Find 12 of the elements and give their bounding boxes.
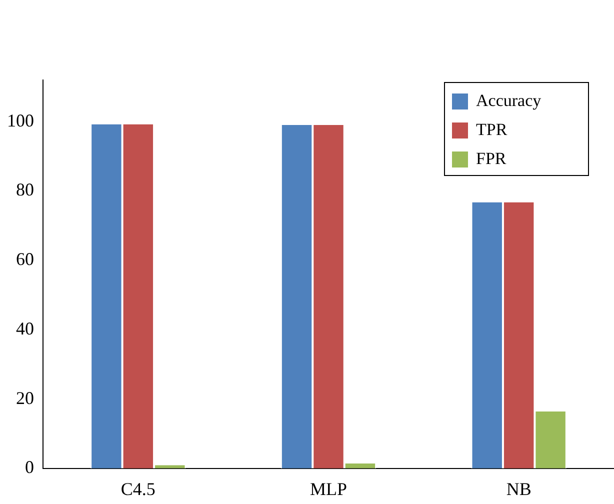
y-tick-label: 100 xyxy=(7,110,34,130)
x-tick-label: MLP xyxy=(310,478,348,499)
y-tick-label: 0 xyxy=(25,457,34,478)
legend-label: FPR xyxy=(476,148,507,168)
legend-label: TPR xyxy=(476,120,508,139)
legend-label: Accuracy xyxy=(476,90,542,110)
y-tick-label: 80 xyxy=(16,180,34,200)
y-tick-label: 40 xyxy=(16,318,34,338)
x-tick-label: C4.5 xyxy=(120,478,156,499)
y-tick-label: 60 xyxy=(16,249,34,270)
y-tick-label: 20 xyxy=(16,388,34,408)
x-tick-label: NB xyxy=(506,478,532,499)
